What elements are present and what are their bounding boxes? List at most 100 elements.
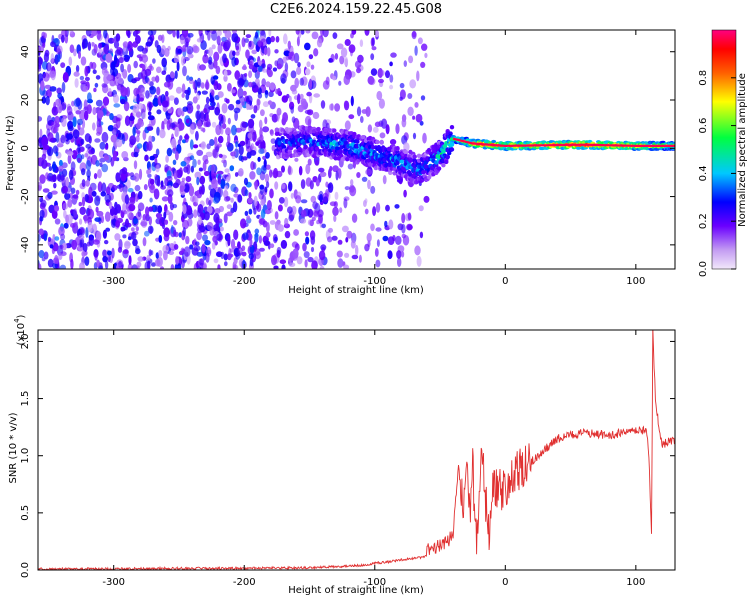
heatmap-cell <box>113 40 120 49</box>
heatmap-cell <box>184 37 189 48</box>
heatmap-cell <box>159 129 166 139</box>
heatmap-cell <box>173 54 180 64</box>
heatmap-cell <box>197 216 202 226</box>
heatmap-cell <box>197 226 204 234</box>
heatmap-cell <box>303 251 310 259</box>
heatmap-cell <box>219 226 224 232</box>
heatmap-cell <box>77 234 85 240</box>
heatmap-cell <box>223 74 228 82</box>
heatmap-cell <box>99 141 106 150</box>
heatmap-cell <box>120 86 128 97</box>
heatmap-cell <box>376 90 383 101</box>
heatmap-cell <box>235 141 239 148</box>
heatmap-cell <box>263 240 270 246</box>
heatmap-cell <box>246 95 253 105</box>
heatmap-cell <box>43 32 47 39</box>
heatmap-cell <box>203 117 211 127</box>
heatmap-cell <box>182 219 189 230</box>
heatmap-cell <box>322 30 329 38</box>
heatmap-cell <box>230 238 236 250</box>
heatmap-cell <box>327 236 333 243</box>
heatmap-cell <box>40 80 45 91</box>
heatmap-cell <box>318 250 326 261</box>
heatmap-cell <box>295 195 302 204</box>
heatmap-cell <box>205 252 210 263</box>
heatmap-cell <box>217 264 221 269</box>
heatmap-cell <box>300 199 308 204</box>
heatmap-cell <box>178 232 182 238</box>
heatmap-cell <box>196 149 204 156</box>
heatmap-cell <box>228 247 232 259</box>
heatmap-cell <box>58 253 63 260</box>
heatmap-cell <box>134 184 141 192</box>
heatmap-cell <box>205 96 210 105</box>
heatmap-cell <box>254 31 259 39</box>
heatmap-cell <box>338 80 342 86</box>
heatmap-cell <box>128 255 132 266</box>
heatmap-cell <box>259 127 263 138</box>
heatmap-cell <box>117 77 124 84</box>
heatmap-cell <box>142 214 147 221</box>
heatmap-cell <box>311 260 318 269</box>
heatmap-cell <box>144 230 150 237</box>
heatmap-cell <box>147 260 151 269</box>
heatmap-cell <box>92 69 97 74</box>
heatmap-cell <box>269 188 274 199</box>
heatmap-cell <box>41 159 48 169</box>
colorbar-tick-label: 0.8 <box>698 70 709 86</box>
heatmap-cell <box>340 47 348 58</box>
heatmap-cell <box>81 40 86 50</box>
heatmap-cell <box>186 103 194 114</box>
heatmap-cell <box>355 244 359 256</box>
heatmap-cell <box>61 185 68 194</box>
heatmap-cell <box>142 142 147 152</box>
heatmap-cell <box>328 227 333 233</box>
heatmap-cell <box>177 139 181 146</box>
heatmap-cell <box>283 33 288 45</box>
heatmap-cell <box>295 30 300 35</box>
heatmap-cell <box>182 204 187 215</box>
heatmap-cell <box>401 135 408 145</box>
heatmap-cell <box>319 265 325 269</box>
x-tick-label: -200 <box>233 577 256 588</box>
heatmap-cell <box>420 61 426 68</box>
heatmap-cell <box>248 208 253 215</box>
heatmap-cell <box>147 111 152 116</box>
heatmap-cell <box>154 40 159 48</box>
heatmap-cell <box>98 42 103 49</box>
heatmap-cell <box>337 150 343 155</box>
heatmap-cell <box>375 259 381 268</box>
heatmap-cell <box>268 91 274 98</box>
heatmap-cell <box>79 75 85 81</box>
heatmap-cell <box>242 90 247 96</box>
heatmap-cell <box>280 239 288 249</box>
heatmap-cell <box>123 56 130 63</box>
heatmap-cell <box>232 50 236 57</box>
heatmap-cell <box>248 253 254 260</box>
heatmap-cell <box>275 88 279 95</box>
heatmap-cell <box>43 233 48 242</box>
heatmap-cell <box>336 43 344 50</box>
heatmap-cell <box>288 95 292 103</box>
heatmap-cell <box>315 179 320 187</box>
heatmap-cell <box>372 206 377 217</box>
heatmap-cell <box>245 49 250 59</box>
heatmap-cell <box>47 62 51 72</box>
heatmap-cell <box>193 144 199 149</box>
heatmap-cell <box>66 133 73 140</box>
colorbar-tick-label: 0.4 <box>698 165 709 181</box>
heatmap-cell <box>227 82 232 92</box>
heatmap-cell <box>217 174 222 185</box>
heatmap-cell <box>213 59 218 69</box>
heatmap-cell <box>103 43 110 55</box>
heatmap-cell <box>265 231 271 238</box>
heatmap-cell <box>151 161 156 167</box>
heatmap-cell <box>227 235 231 247</box>
heatmap-cell <box>54 123 60 128</box>
heatmap-cell <box>92 122 96 131</box>
heatmap-cell <box>213 51 220 62</box>
heatmap-cell <box>143 184 148 191</box>
heatmap-cell <box>264 90 269 95</box>
heatmap-cell <box>84 193 89 203</box>
